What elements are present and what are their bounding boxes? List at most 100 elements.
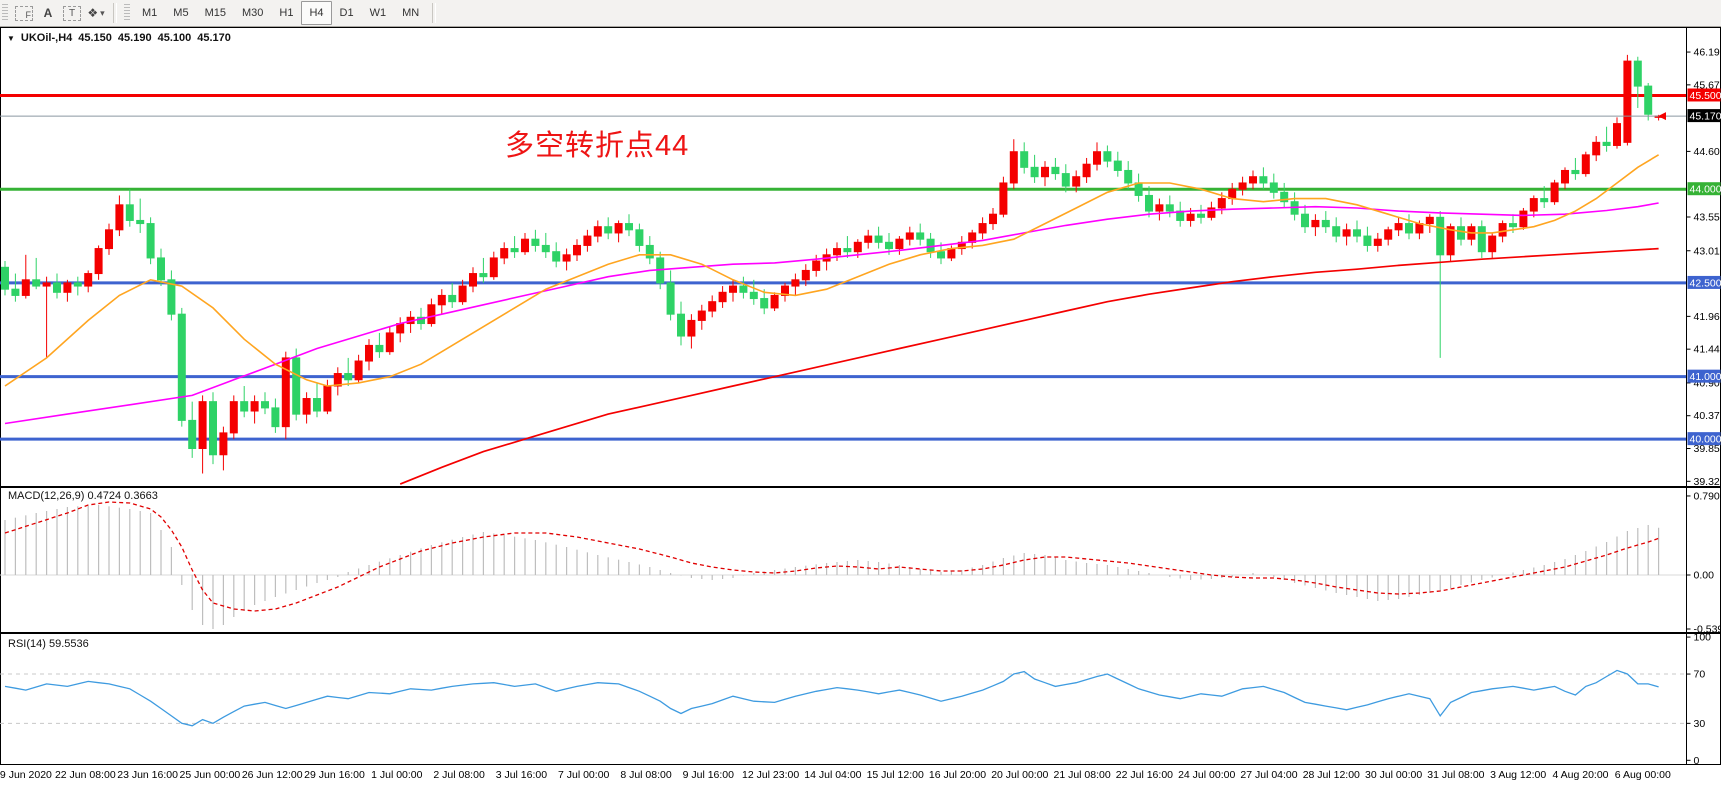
symbol-name: UKOil-,H4 [20, 32, 73, 44]
candle-body [146, 223, 155, 259]
candle-body [1633, 60, 1642, 87]
candle-body [833, 248, 841, 256]
candle-body [333, 373, 342, 387]
candle-body [1280, 191, 1289, 203]
candle-body [1613, 123, 1621, 146]
candle-body [1134, 182, 1143, 196]
timeframe-button-m15[interactable]: M15 [204, 7, 226, 19]
candle-body [167, 279, 176, 315]
candle-body [188, 419, 197, 450]
macd-tick-label: -0.5399 [1694, 623, 1721, 635]
candle-body [760, 298, 769, 309]
toolbar-drag-handle[interactable] [2, 4, 8, 22]
candle-body [885, 241, 893, 250]
candle-body [604, 226, 613, 234]
candle-body [521, 238, 529, 253]
candle-body [1197, 213, 1205, 218]
timeframe-button-m1[interactable]: M1 [142, 7, 158, 19]
toolbar-drag-handle[interactable] [124, 4, 130, 22]
candle-body [573, 244, 581, 256]
rsi-tick-label: 30 [1694, 718, 1706, 730]
candle-body [302, 398, 311, 415]
candle-body [198, 401, 207, 450]
candle-body [1, 266, 9, 290]
timeframe-button-m30[interactable]: M30 [241, 7, 264, 19]
price-badge-label: 41.000 [1690, 371, 1721, 383]
candle-body [1186, 213, 1195, 221]
price-badge [1687, 432, 1721, 446]
candle-body [63, 282, 72, 293]
toolbar: F A T ❖ ▾ M1 M5 M15 M30 H1 H4 D1 W1 MN [0, 0, 1721, 27]
collapse-arrow-icon[interactable]: ▼ [7, 33, 15, 43]
ma-fast-line [4, 154, 1660, 387]
candle-body [635, 229, 644, 246]
frame-f-glyph: F [15, 5, 33, 21]
candle-body [781, 285, 789, 296]
label-a-icon[interactable]: A [37, 3, 59, 23]
date-tick-label: 26 Jun 12:00 [242, 769, 303, 781]
candle-body [905, 232, 914, 240]
price-badge-label: 40.000 [1690, 434, 1721, 446]
price-tick-label: 43.015 [1694, 245, 1721, 257]
candle-body [1072, 176, 1081, 187]
candle-body [697, 310, 706, 321]
candle-body [1093, 151, 1101, 165]
candle-body [1602, 141, 1611, 146]
candle-body [843, 248, 852, 253]
candle-body [853, 241, 862, 253]
date-tick-label: 6 Aug 00:00 [1615, 769, 1671, 781]
date-tick-label: 7 Jul 00:00 [558, 769, 610, 781]
date-tick-label: 28 Jul 12:00 [1303, 769, 1360, 781]
candle-body [1041, 166, 1049, 178]
candle-body [947, 248, 956, 259]
candle-body [1592, 141, 1601, 156]
candle-body [1155, 204, 1164, 212]
candle-body [344, 373, 353, 381]
candle-body [281, 357, 290, 428]
frame-f-icon[interactable]: F [13, 3, 35, 23]
timeframe-button-w1[interactable]: W1 [369, 7, 387, 19]
candle-body [531, 238, 540, 246]
timeframe-button-h1[interactable]: H1 [279, 7, 294, 19]
date-tick-label: 30 Jul 00:00 [1365, 769, 1422, 781]
candle-body [510, 248, 519, 253]
toolbar-separator [113, 3, 117, 23]
candle-body [593, 226, 602, 237]
text-t-icon[interactable]: T [61, 3, 83, 23]
date-tick-label: 31 Jul 08:00 [1427, 769, 1484, 781]
candle-body [1311, 219, 1320, 228]
chart-annotation-text[interactable]: 多空转折点44 [505, 130, 690, 162]
candle-body [1145, 194, 1153, 212]
candle-body [157, 257, 165, 281]
candle-body [1509, 223, 1517, 228]
timeframe-button-d1[interactable]: D1 [339, 7, 354, 19]
candle-body [365, 344, 373, 362]
candle-body [240, 401, 249, 412]
candle-body [801, 269, 810, 281]
candle-body [1020, 151, 1029, 168]
timeframe-button-h4[interactable]: H4 [301, 1, 332, 25]
date-tick-label: 27 Jul 04:00 [1240, 769, 1297, 781]
price-badge [1687, 88, 1721, 102]
timeframe-button-mn[interactable]: MN [402, 7, 420, 19]
candle-body [625, 223, 633, 231]
candle-body [437, 294, 446, 306]
ohlc-close: 45.170 [197, 32, 231, 44]
candle-body [42, 282, 51, 287]
shapes-icon[interactable]: ❖ ▾ [85, 3, 107, 23]
candle-body [1498, 223, 1507, 237]
timeframe-button-m5[interactable]: M5 [173, 7, 189, 19]
price-tick-label: 45.670 [1694, 79, 1721, 91]
candle-body [916, 232, 925, 240]
candle-body [469, 273, 477, 287]
candle-body [292, 357, 301, 415]
ohlc-high: 45.190 [117, 32, 152, 44]
date-tick-label: 24 Jul 00:00 [1178, 769, 1235, 781]
candle-body [978, 223, 987, 234]
candle-body [1165, 204, 1174, 212]
candle-body [1529, 198, 1538, 212]
date-tick-label: 2 Jul 08:00 [433, 769, 485, 781]
panel-border [0, 633, 1721, 765]
